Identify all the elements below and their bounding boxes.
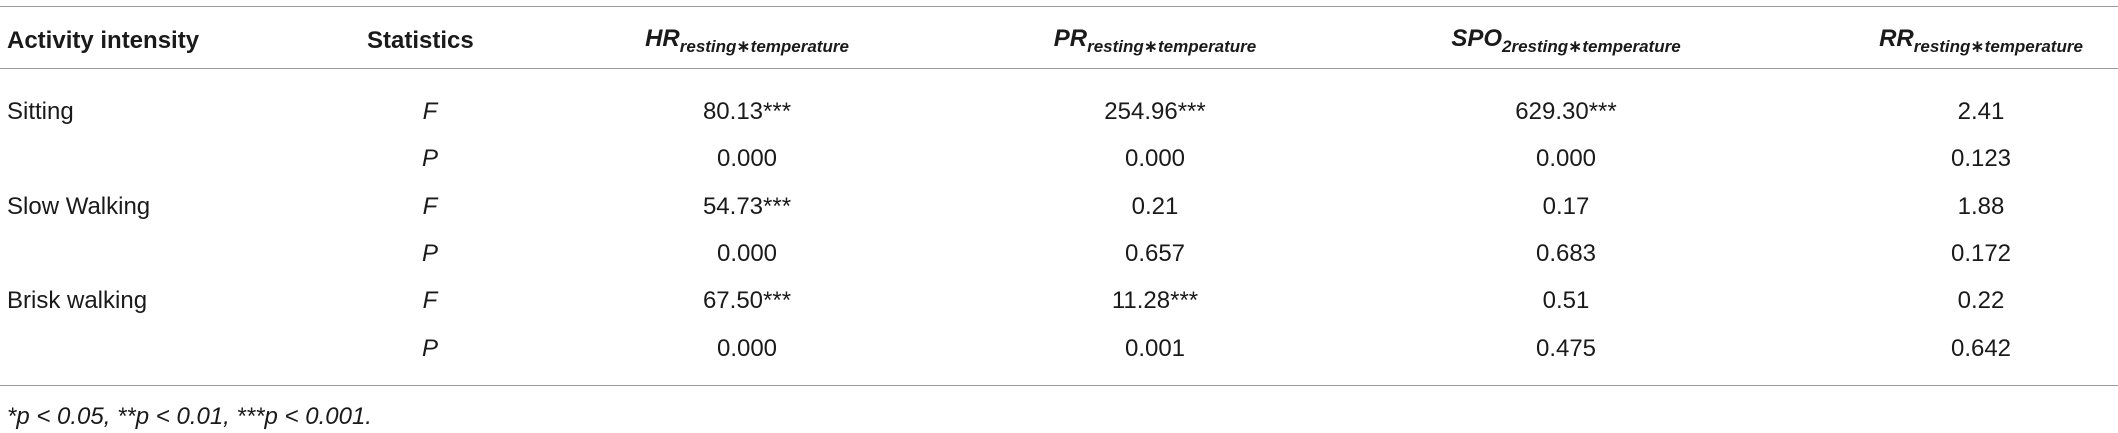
value-cell: 0.000 [716,335,778,362]
value-cell: 254.96*** [1104,98,1206,125]
value-cell: 629.30*** [1515,98,1617,125]
value-cell: 0.17 [1542,193,1590,220]
top-rule [0,6,2118,7]
value-cell: 0.475 [1535,335,1597,362]
activity-label: Brisk walking [7,287,148,314]
value-cell: 0.123 [1950,145,2012,172]
bottom-rule [0,385,2118,386]
header-main: HR [645,25,680,52]
value-cell: 0.000 [716,240,778,267]
value-cell: 0.000 [716,145,778,172]
value-cell: 0.000 [1535,145,1597,172]
value-cell: 11.28*** [1111,287,1199,314]
value-cell: 0.001 [1124,335,1186,362]
value-cell: 54.73*** [702,193,792,220]
statistic-label: P [421,335,439,362]
value-cell: 80.13*** [702,98,792,125]
value-cell: 1.88 [1957,193,2005,220]
value-cell: 0.683 [1535,240,1597,267]
header-main: Activity intensity [7,27,200,54]
value-cell: 0.22 [1957,287,2005,314]
footnote: *p < 0.05, **p < 0.01, ***p < 0.001. [7,403,372,430]
column-header: Statistics [367,29,474,53]
value-cell: 67.50*** [702,287,792,314]
column-header: HRresting∗temperature [645,25,849,56]
statistic-label: F [422,98,438,125]
header-main: RR [1879,25,1914,52]
header-subscript: resting∗temperature [1087,37,1257,56]
activity-label: Sitting [7,98,74,125]
header-subscript: 2resting∗temperature [1502,37,1681,56]
value-cell: 0.657 [1124,240,1186,267]
statistic-label: F [422,287,438,314]
value-cell: 0.172 [1950,240,2012,267]
column-header: PRresting∗temperature [1053,25,1257,56]
header-main: SPO [1451,25,1503,52]
header-rule [0,68,2118,69]
value-cell: 0.51 [1542,287,1590,314]
header-main: PR [1053,25,1088,52]
value-cell: 0.21 [1131,193,1179,220]
value-cell: 0.000 [1124,145,1186,172]
column-header: SPO2resting∗temperature [1451,25,1681,56]
header-main: Statistics [367,27,474,54]
statistic-label: P [421,145,439,172]
statistic-label: F [422,193,438,220]
column-header: RRresting∗temperature [1879,25,2083,56]
header-subscript: resting∗temperature [679,37,849,56]
header-subscript: resting∗temperature [1913,37,2083,56]
statistic-label: P [421,240,439,267]
column-header: Activity intensity [7,29,199,53]
activity-label: Slow Walking [7,193,151,220]
value-cell: 2.41 [1957,98,2005,125]
value-cell: 0.642 [1950,335,2012,362]
